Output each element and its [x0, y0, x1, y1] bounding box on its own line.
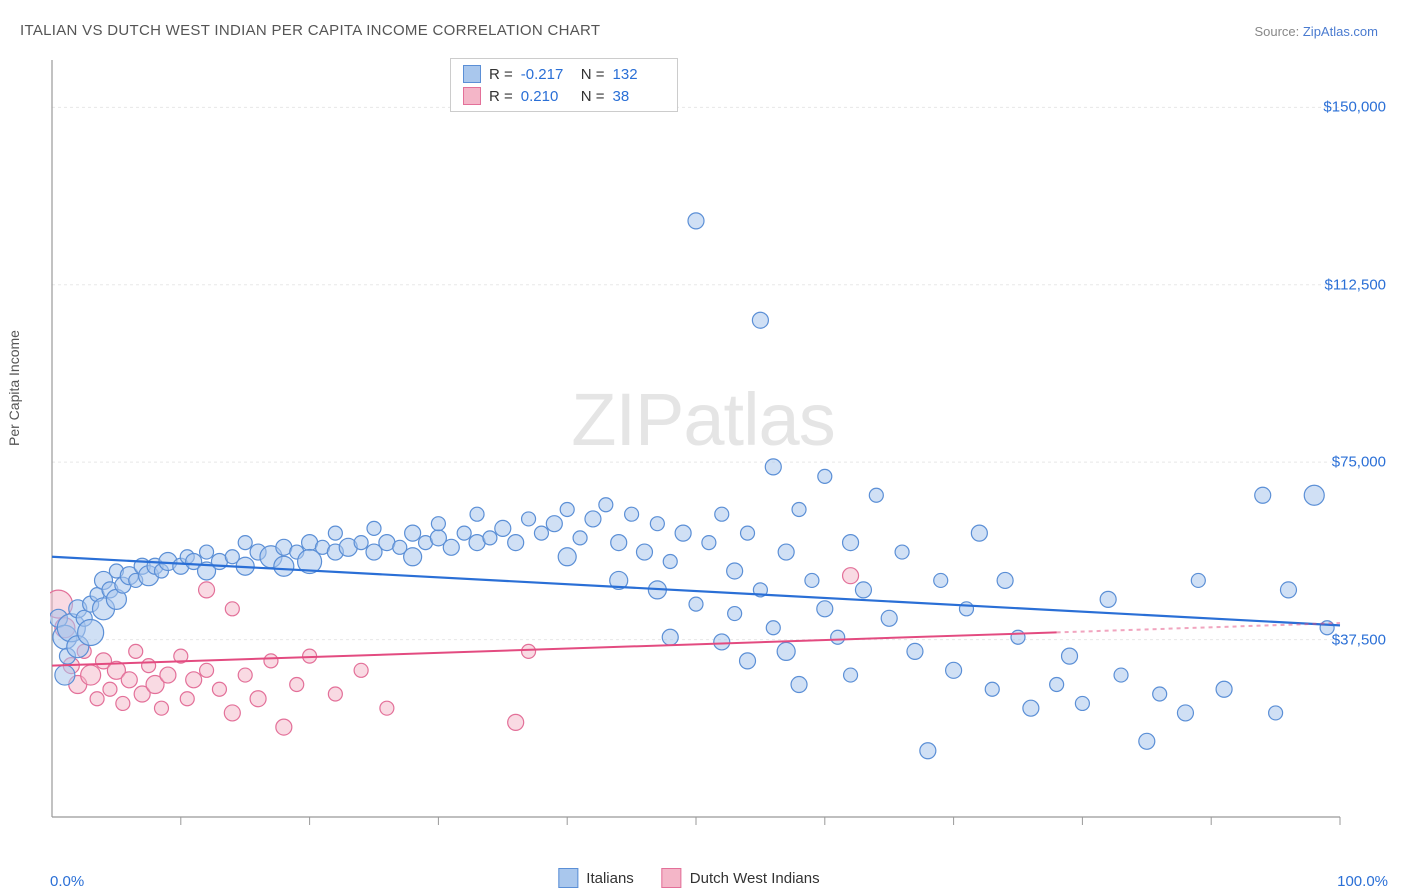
ytick-label: $150,000 — [1323, 99, 1386, 116]
stats-r-value-0: -0.217 — [521, 66, 573, 83]
legend-item-0: Italians — [558, 868, 634, 888]
ytick-label: $112,500 — [1325, 276, 1386, 293]
legend-label-1: Dutch West Indians — [690, 870, 820, 887]
stats-r-value-1: 0.210 — [521, 88, 573, 105]
source-attribution: Source: ZipAtlas.com — [1254, 24, 1378, 39]
plot-area — [50, 55, 1380, 845]
legend-swatch-1 — [662, 868, 682, 888]
stats-n-value-1: 38 — [613, 88, 665, 105]
stats-swatch-1 — [463, 87, 481, 105]
bottom-legend: Italians Dutch West Indians — [558, 868, 819, 888]
chart-svg — [50, 55, 1380, 845]
chart-title: ITALIAN VS DUTCH WEST INDIAN PER CAPITA … — [20, 22, 600, 39]
legend-label-0: Italians — [586, 870, 634, 887]
stats-row-0: R = -0.217 N = 132 — [463, 63, 665, 85]
source-link[interactable]: ZipAtlas.com — [1303, 24, 1378, 39]
x-axis-label-right: 100.0% — [1337, 873, 1388, 890]
stats-r-label-1: R = — [489, 88, 513, 105]
stats-legend-box: R = -0.217 N = 132 R = 0.210 N = 38 — [450, 58, 678, 112]
stats-n-label-1: N = — [581, 88, 605, 105]
stats-n-value-0: 132 — [613, 66, 665, 83]
legend-swatch-0 — [558, 868, 578, 888]
stats-n-label-0: N = — [581, 66, 605, 83]
y-axis-label: Per Capita Income — [6, 330, 22, 446]
stats-row-1: R = 0.210 N = 38 — [463, 85, 665, 107]
stats-swatch-0 — [463, 65, 481, 83]
legend-item-1: Dutch West Indians — [662, 868, 820, 888]
ytick-label: $75,000 — [1332, 454, 1386, 471]
ytick-label: $37,500 — [1332, 631, 1386, 648]
source-prefix: Source: — [1254, 24, 1302, 39]
x-axis-label-left: 0.0% — [50, 873, 84, 890]
stats-r-label-0: R = — [489, 66, 513, 83]
